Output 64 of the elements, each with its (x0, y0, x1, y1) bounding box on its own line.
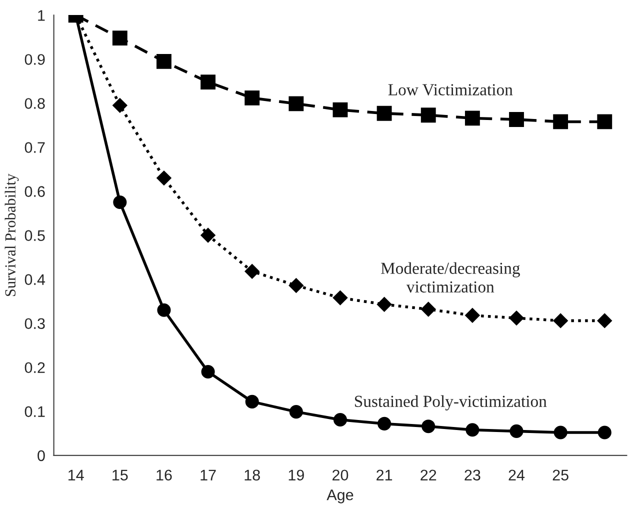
point (156, 54, 172, 69)
y-tick-label: 0.2 (24, 362, 45, 374)
x-tick-label: 20 (332, 470, 348, 481)
x-tick-label: 25 (552, 470, 568, 481)
point (245, 394, 259, 408)
point (113, 196, 127, 210)
y-axis-title: Survival Probability (4, 174, 19, 296)
point (422, 420, 436, 434)
point (376, 106, 392, 121)
point (553, 114, 568, 130)
point (200, 74, 216, 90)
x-tick-label: 16 (156, 470, 172, 481)
point (466, 423, 480, 437)
y-tick-label: 0.4 (24, 274, 46, 285)
x-tick-label: 14 (68, 470, 84, 480)
y-tick-label: 0.1 (24, 406, 45, 418)
point (244, 90, 260, 106)
y-tick-label: 0.9 (24, 54, 45, 65)
series-label: Sustained Poly-victimization (355, 395, 547, 410)
point (333, 412, 348, 427)
point (289, 405, 303, 419)
series-label: Low Victimization (388, 84, 513, 96)
x-tick-label: 24 (508, 470, 525, 480)
point (288, 96, 304, 112)
series-label: Moderate/decreasing victimization (381, 262, 520, 293)
point (420, 302, 436, 317)
point (554, 426, 568, 440)
y-tick-label: 0.8 (24, 98, 45, 109)
y-tick-label: 0.7 (24, 142, 45, 153)
point (157, 303, 171, 317)
point (244, 264, 260, 279)
point (200, 228, 216, 243)
y-tick-label: 0.6 (24, 186, 45, 197)
point (553, 313, 568, 328)
point (112, 98, 128, 113)
point (112, 30, 128, 46)
x-tick-label: 23 (464, 470, 480, 481)
point (156, 170, 172, 186)
point (464, 110, 480, 126)
point (465, 308, 480, 323)
point (509, 112, 524, 127)
x-tick-label: 18 (244, 470, 260, 481)
point (332, 290, 348, 306)
point (510, 424, 524, 438)
x-tick-label: 17 (200, 470, 216, 480)
x-tick-label: 15 (112, 470, 128, 481)
x-tick-label: 22 (420, 470, 436, 480)
point (288, 278, 304, 293)
point (597, 114, 612, 130)
x-tick-label: 19 (288, 470, 304, 481)
y-tick-label: 0.5 (24, 230, 45, 241)
point (378, 416, 392, 430)
y-tick-label: 1 (38, 10, 45, 21)
point (598, 426, 612, 440)
point (376, 297, 392, 312)
point (509, 310, 524, 326)
y-tick-label: 0.3 (24, 318, 45, 330)
x-tick-label: 21 (376, 470, 392, 480)
point (332, 102, 348, 118)
x-axis-title: Age (326, 490, 354, 504)
y-tick-label: 0 (38, 450, 45, 462)
point (201, 364, 215, 379)
point (420, 108, 436, 123)
point (597, 313, 612, 328)
